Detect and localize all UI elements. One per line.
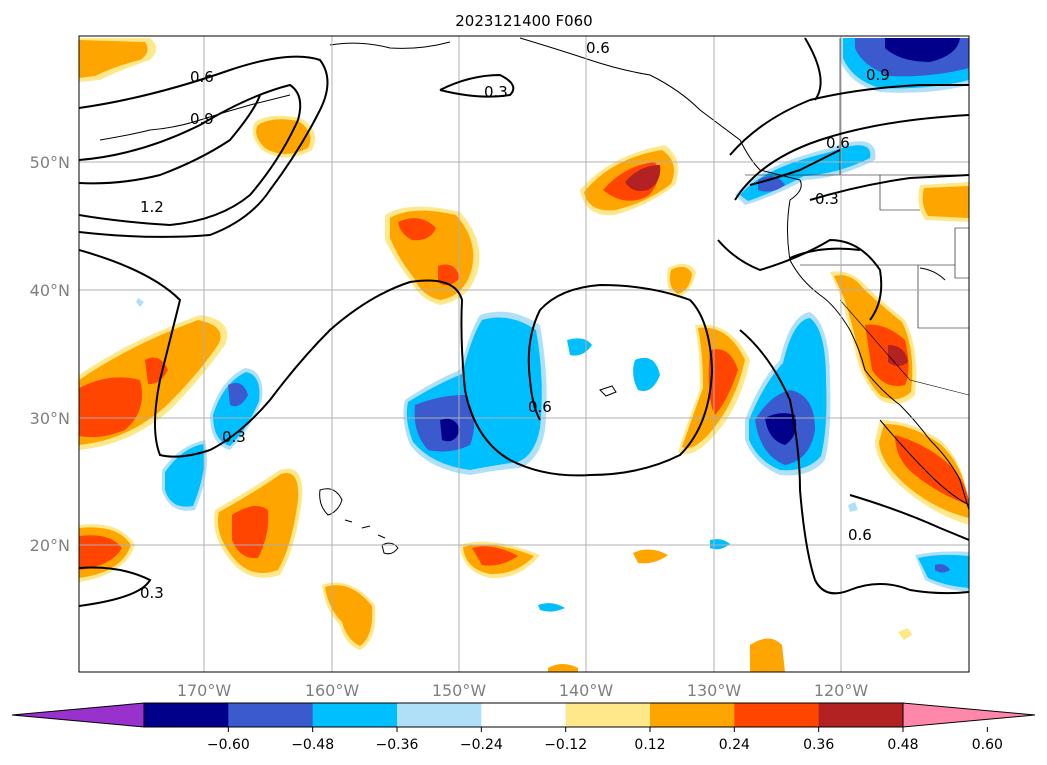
contour-label: 0.6 (528, 398, 552, 416)
fill-region (765, 413, 797, 445)
contour-label: 0.6 (190, 68, 214, 86)
contour-label: 0.9 (190, 110, 214, 128)
contour-label: 0.3 (815, 190, 839, 208)
contour-label: 1.2 (140, 198, 164, 216)
map-area: 0.6 0.9 1.2 0.3 0.3 0.6 0.3 0.6 0.6 0.3 … (79, 36, 969, 672)
fill-region (708, 349, 738, 415)
fill-region (440, 418, 460, 442)
colorbar-extend-max (903, 703, 1035, 727)
fill-region (848, 502, 858, 512)
fill-region (669, 266, 692, 294)
fill-region (898, 628, 912, 640)
fill-region (750, 638, 785, 672)
colorbar-tick-label: −0.36 (376, 737, 419, 753)
contour-label: 0.6 (586, 39, 610, 57)
colorbar-tick-label: −0.60 (207, 737, 250, 753)
fill-region (165, 444, 205, 507)
contour-lines (79, 37, 969, 607)
colorbar-swatch (312, 703, 398, 727)
lat-label-50n: 50°N (30, 153, 70, 172)
contour-labels: 0.6 0.9 1.2 0.3 0.3 0.6 0.3 0.6 0.6 0.3 … (140, 39, 890, 602)
fill-region (633, 357, 660, 391)
lat-label-30n: 30°N (30, 409, 70, 428)
lat-label-40n: 40°N (30, 281, 70, 300)
gridlines (79, 36, 969, 672)
fill-region (325, 585, 373, 646)
latitude-labels: 50°N 40°N 30°N 20°N (30, 153, 70, 555)
colorbar-tick-label: 0.36 (803, 737, 834, 753)
colorbar-frame (143, 702, 904, 728)
fill-region (885, 38, 960, 62)
fill-region (633, 549, 668, 564)
lon-label-160w: 160°W (305, 681, 360, 700)
longitude-labels: 170°W 160°W 150°W 140°W 130°W 120°W (177, 681, 869, 700)
lon-label-130w: 130°W (687, 681, 742, 700)
colorbar-swatch (650, 703, 735, 727)
colorbar-tick-label: 0.48 (887, 737, 918, 753)
lon-label-120w: 120°W (814, 681, 869, 700)
fill-region (79, 535, 122, 570)
contour-label: 0.6 (848, 526, 872, 544)
fill-region (256, 119, 311, 154)
colorbar-extend-min (12, 703, 144, 727)
fill-region (438, 264, 460, 286)
colorbar-swatches (12, 703, 1035, 727)
colorbar: −0.60 −0.48 −0.36 −0.24 −0.12 0.12 0.24 0.36 0.4… (11, 702, 1036, 753)
fill-region (548, 664, 578, 672)
contour-label: 0.3 (484, 83, 508, 101)
colorbar-swatch (144, 703, 229, 727)
colorbar-swatch (228, 703, 314, 727)
fill-region (213, 372, 260, 446)
colorbar-ticks: −0.60 −0.48 −0.36 −0.24 −0.12 0.12 0.24 0.36 0.4… (207, 727, 1003, 753)
colorbar-swatch (481, 703, 567, 727)
fill-region (79, 377, 143, 438)
map-frame (78, 35, 970, 673)
colorbar-swatch (565, 703, 651, 727)
lat-label-20n: 20°N (30, 536, 70, 555)
colorbar-tick-label: −0.48 (291, 737, 334, 753)
colorbar-tick-label: −0.12 (544, 737, 587, 753)
fill-region (865, 324, 909, 386)
fill-region (625, 165, 661, 191)
contour-label: 0.3 (222, 428, 246, 446)
colorbar-tick-label: 0.60 (972, 737, 1003, 753)
fill-region (895, 435, 969, 505)
colorbar-swatch (734, 703, 820, 727)
lon-label-150w: 150°W (432, 681, 487, 700)
fill-region (228, 382, 248, 407)
fill-region (710, 539, 730, 550)
colorbar-swatch (397, 703, 482, 727)
fill-region (935, 564, 950, 573)
contour-label: 0.9 (866, 66, 890, 84)
lon-label-140w: 140°W (559, 681, 614, 700)
fill-region (398, 218, 436, 241)
colorbar-tick-label: 0.12 (634, 737, 665, 753)
fill-region (922, 186, 969, 218)
contour-label: 0.6 (826, 134, 850, 152)
colorbar-tick-label: −0.24 (460, 737, 503, 753)
map-title: 2023121400 F060 (455, 12, 592, 30)
lon-label-170w: 170°W (177, 681, 232, 700)
fill-region (136, 298, 144, 307)
fill-region (538, 603, 565, 612)
fill-region (145, 357, 168, 385)
colorbar-swatch (818, 703, 904, 727)
coastlines (99, 37, 969, 555)
colorbar-tick-label: 0.24 (719, 737, 750, 753)
fill-region (758, 176, 785, 192)
fill-region (472, 546, 518, 566)
contour-label: 0.3 (140, 584, 164, 602)
fill-region (79, 40, 148, 78)
